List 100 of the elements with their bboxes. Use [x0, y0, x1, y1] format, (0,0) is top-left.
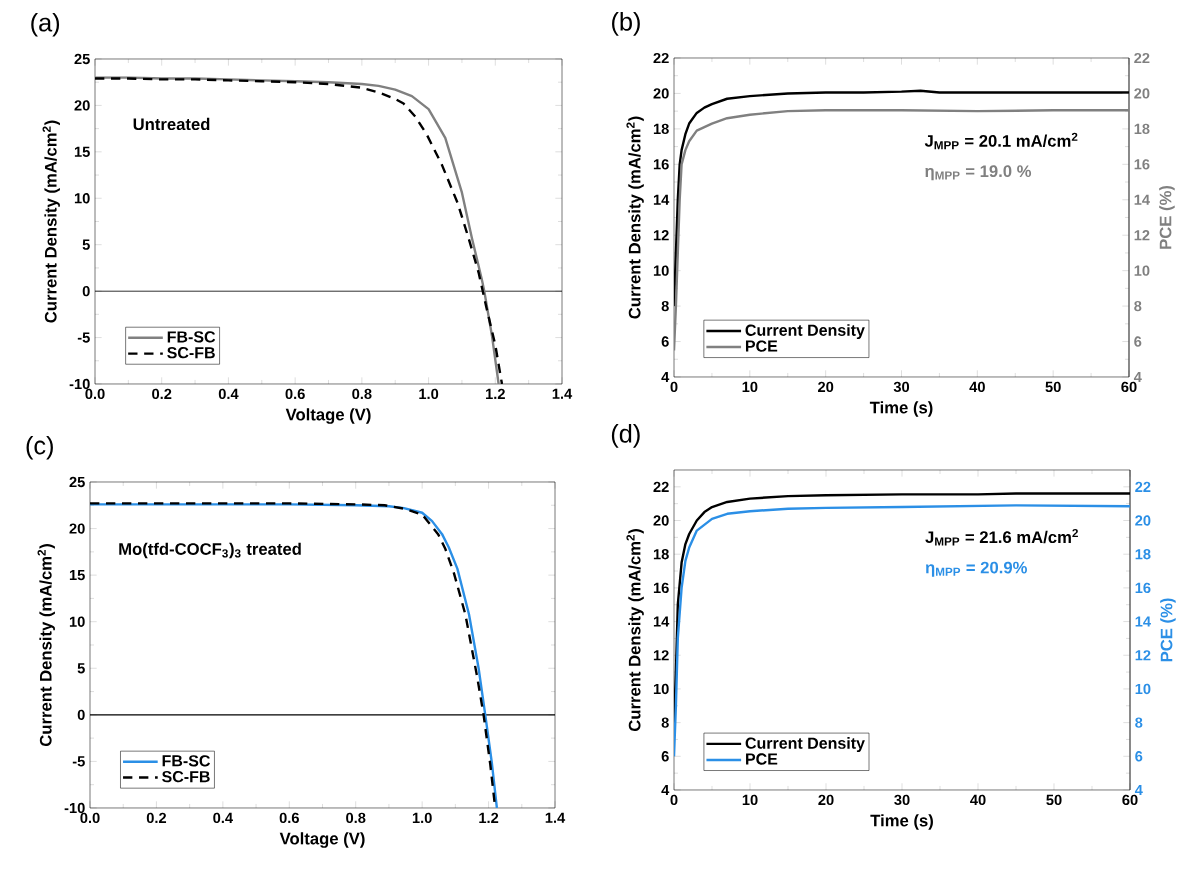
x-tick-label: 30 — [893, 381, 910, 393]
y-tick-label: 10 — [653, 683, 669, 695]
x-tick-label: 0.0 — [85, 388, 105, 400]
y-tick-label: 12 — [653, 230, 669, 241]
y-tick-label: 15 — [74, 146, 90, 157]
annotation: Mo(tfd-COCF$_{3}$)$_{3}$ treated — [119, 542, 301, 559]
y2-tick-label: 8 — [1135, 717, 1143, 728]
x-tick-label: 10 — [742, 794, 758, 806]
y-tick-label: 0 — [77, 709, 85, 721]
x-tick-label: 1.2 — [479, 812, 499, 823]
y2-tick-label: 18 — [1134, 123, 1150, 135]
y-tick-label: 5 — [82, 239, 90, 250]
y-tick-label: 20 — [69, 523, 85, 534]
x-tick-label: 40 — [969, 381, 985, 393]
y-tick-label: -5 — [77, 332, 90, 343]
y-tick-label: 10 — [69, 616, 85, 627]
legend-label: SC-FB — [167, 347, 215, 359]
annotation: η$_{MPP}$ = 20.9% — [925, 561, 1027, 577]
y2-tick-label: 22 — [1135, 481, 1151, 492]
x-tick-label: 10 — [742, 381, 758, 393]
x-tick-label: 60 — [1122, 794, 1138, 806]
y2-tick-label: 6 — [1134, 336, 1142, 347]
y2-tick-label: 10 — [1135, 683, 1151, 695]
legend-label: Current Density — [745, 737, 865, 752]
annotation: J$_{MPP}$ = 20.1 mA/cm$^{2}$ — [924, 132, 1078, 150]
legend-label: FB-SC — [162, 755, 211, 767]
y2-tick-label: 8 — [1134, 300, 1142, 312]
x-tick-label: 50 — [1046, 794, 1062, 806]
y-tick-label: 22 — [653, 52, 669, 64]
x-axis-title: Time (s) — [869, 401, 933, 417]
y-tick-label: 0 — [82, 285, 90, 297]
x-tick-label: 0.4 — [213, 812, 233, 824]
y2-tick-label: 12 — [1135, 650, 1151, 661]
y-tick-label: 18 — [653, 549, 669, 560]
y-tick-label: -10 — [64, 802, 85, 814]
chart-title: (c) — [26, 435, 53, 460]
y-tick-label: -10 — [69, 378, 90, 390]
y2-tick-label: 6 — [1135, 751, 1143, 762]
y-tick-label: 20 — [653, 515, 669, 526]
y2-tick-label: 18 — [1135, 549, 1151, 560]
x-tick-label: 0.4 — [218, 388, 239, 400]
y-tick-label: 4 — [661, 371, 670, 383]
y-axis-title: Current Density (mA/cm$^{2}$) — [37, 544, 55, 747]
x-tick-label: 0.6 — [285, 388, 305, 400]
y-axis-title: Current Density (mA/cm$^{2}$) — [626, 529, 644, 732]
y-axis-title: Current Density (mA/cm$^{2}$) — [626, 116, 644, 319]
x-tick-label: 0 — [670, 381, 678, 393]
x-tick-label: 1.0 — [419, 388, 439, 400]
y-tick-label: 8 — [661, 717, 669, 728]
y-tick-label: 14 — [653, 616, 670, 627]
y2-tick-label: 14 — [1134, 194, 1150, 205]
x-tick-label: 40 — [970, 794, 986, 806]
y-tick-label: 14 — [653, 194, 670, 205]
x-tick-label: 30 — [894, 794, 910, 806]
x-tick-label: 60 — [1121, 381, 1137, 393]
y-tick-label: 8 — [661, 300, 669, 312]
x-tick-label: 20 — [818, 794, 834, 806]
chart-title: (d) — [611, 424, 640, 448]
y-tick-label: 16 — [653, 159, 669, 170]
y-tick-label: 6 — [661, 336, 669, 347]
x-axis-title: Voltage (V) — [285, 408, 371, 424]
annotation: J$_{MPP}$ = 21.6 mA/cm$^{2}$ — [925, 528, 1078, 546]
y-tick-label: 20 — [74, 100, 90, 111]
x-axis-title: Time (s) — [870, 814, 933, 830]
y-tick-label: 6 — [661, 751, 669, 762]
annotation: η$_{MPP}$ = 19.0 % — [925, 165, 1032, 181]
y-tick-label: 20 — [653, 88, 669, 99]
y-tick-label: 25 — [74, 53, 90, 65]
x-tick-label: 0.0 — [80, 812, 100, 824]
y2-axis-title: PCE (%) — [1159, 185, 1175, 249]
y-tick-label: 10 — [653, 265, 669, 276]
legend-label: PCE — [746, 753, 778, 765]
x-tick-label: 50 — [1045, 381, 1061, 393]
y2-tick-label: 16 — [1135, 582, 1151, 594]
x-tick-label: 1.4 — [552, 388, 573, 399]
y2-axis-title: PCE (%) — [1160, 598, 1176, 662]
x-tick-label: 1.0 — [412, 812, 432, 824]
y2-tick-label: 20 — [1135, 515, 1151, 526]
y-tick-label: 16 — [653, 582, 669, 594]
y-tick-label: 5 — [77, 663, 85, 674]
chart-title: (b) — [612, 12, 640, 36]
y-tick-label: 25 — [69, 476, 85, 488]
x-tick-label: 0 — [670, 794, 678, 806]
x-tick-label: 1.2 — [486, 388, 505, 399]
y2-tick-label: 16 — [1134, 159, 1150, 170]
x-axis-title: Voltage (V) — [279, 832, 365, 848]
x-tick-label: 0.2 — [152, 388, 172, 400]
y2-tick-label: 20 — [1134, 88, 1150, 99]
legend-label: SC-FB — [162, 770, 210, 783]
legend-label: Current Density — [745, 324, 865, 340]
x-tick-label: 1.4 — [545, 812, 566, 823]
y2-tick-label: 12 — [1134, 230, 1150, 241]
y-tick-label: 4 — [661, 784, 670, 796]
legend-label: PCE — [745, 340, 778, 352]
x-tick-label: 0.8 — [352, 388, 372, 400]
y-axis-title: Current Density (mA/cm$^{2}$) — [42, 120, 60, 323]
x-tick-label: 0.2 — [146, 812, 167, 824]
y2-tick-label: 14 — [1135, 616, 1151, 627]
x-tick-label: 20 — [818, 381, 834, 393]
annotation: Untreated — [133, 117, 210, 131]
